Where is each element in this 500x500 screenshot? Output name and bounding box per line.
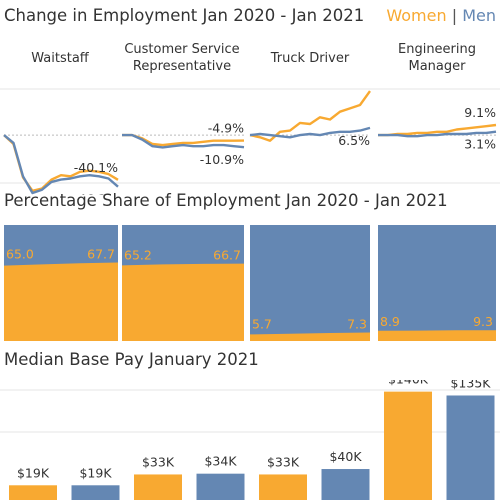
truck-driver-women-line[interactable]	[249, 90, 371, 142]
truck-driver-men-share-area[interactable]	[250, 225, 370, 341]
customer-service-representative-men-pay-bar[interactable]	[196, 473, 245, 500]
engineering-manager-women-share-area[interactable]	[378, 330, 496, 341]
legend-men[interactable]: Men	[462, 6, 496, 25]
customer-service-representative-women-share-area[interactable]	[122, 263, 244, 341]
legend-separator: |	[451, 6, 458, 25]
engineering-manager-men-end-label: 3.1%	[464, 137, 496, 152]
category-label-truck-driver: Truck Driver	[270, 51, 350, 66]
truck-driver-women-end-label: 39.5%	[330, 85, 370, 86]
truck-driver-share-start-label: 5.7	[252, 317, 272, 332]
engineering-manager-share-start-label: 8.9	[380, 314, 400, 329]
waitstaff-women-share-area[interactable]	[4, 262, 118, 342]
customer-service-representative-women-end-label: -4.9%	[208, 121, 244, 136]
category-label-engineering-manager: Engineering Manager	[398, 42, 476, 74]
truck-driver-share-end-label: 7.3	[347, 317, 367, 332]
legend: Women | Men	[386, 6, 496, 25]
truck-driver-men-pay-bar[interactable]	[321, 469, 370, 500]
waitstaff-share-end-label: 67.7	[87, 246, 115, 261]
customer-service-representative-share-end-label: 66.7	[213, 248, 241, 263]
median-pay-title: Median Base Pay January 2021	[4, 350, 259, 369]
customer-service-representative-women-line[interactable]	[122, 133, 245, 147]
customer-service-representative-women-pay-bar[interactable]	[134, 474, 182, 500]
truck-driver-men-line[interactable]	[249, 126, 371, 139]
truck-driver-men-end-label: 6.5%	[338, 133, 370, 148]
customer-service-representative-men-end-label: -10.9%	[200, 152, 244, 167]
waitstaff-share-start-label: 65.0	[6, 246, 34, 261]
engineering-manager-women-pay-bar[interactable]	[384, 391, 432, 500]
truck-driver-women-share-area[interactable]	[250, 332, 370, 342]
median-pay-chart: $19K $19K $33K $34K $33K $40K $140K $135K	[0, 380, 500, 500]
legend-women[interactable]: Women	[386, 6, 447, 25]
employment-share-title: Percentage Share of Employment Jan 2020 …	[4, 191, 448, 210]
employment-change-title: Change in Employment Jan 2020 - Jan 2021	[4, 6, 365, 25]
waitstaff-women-end-label: -40.1%	[74, 160, 118, 175]
engineering-manager-women-end-label: 9.1%	[464, 105, 496, 120]
customer-service-representative-women-pay-label: $33K	[142, 454, 175, 469]
truck-driver-women-pay-bar[interactable]	[259, 474, 307, 500]
waitstaff-men-pay-bar[interactable]	[71, 485, 120, 500]
engineering-manager-men-line[interactable]	[378, 130, 497, 138]
truck-driver-men-pay-label: $40K	[329, 449, 362, 464]
engineering-manager-women-pay-label: $140K	[388, 380, 429, 387]
customer-service-representative-share-start-label: 65.2	[124, 248, 152, 263]
customer-service-representative-men-line[interactable]	[122, 133, 245, 149]
engineering-manager-share-end-label: 9.3	[473, 314, 493, 329]
waitstaff-men-line[interactable]	[3, 134, 119, 195]
waitstaff-women-pay-label: $19K	[17, 465, 50, 480]
category-label-waitstaff: Waitstaff	[31, 51, 89, 66]
customer-service-representative-men-pay-label: $34K	[204, 454, 237, 469]
category-label-customer-service: Customer Service Representative	[124, 42, 240, 74]
waitstaff-men-end-label: -46.3%	[74, 192, 118, 195]
engineering-manager-men-pay-bar[interactable]	[446, 395, 495, 500]
engineering-manager-men-pay-label: $135K	[450, 380, 491, 390]
waitstaff-women-pay-bar[interactable]	[9, 485, 57, 500]
employment-share-chart: 65.0 67.7 65.2 66.7 5.7 7.3 8.9 9.3	[4, 225, 496, 342]
employment-change-chart: -40.1% -46.3% -4.9% -10.9% 39.5% 6.5% 9.1% 3.1%	[0, 85, 500, 195]
truck-driver-women-pay-label: $33K	[267, 454, 300, 469]
engineering-manager-men-share-area[interactable]	[378, 225, 496, 341]
waitstaff-men-pay-label: $19K	[79, 465, 112, 480]
